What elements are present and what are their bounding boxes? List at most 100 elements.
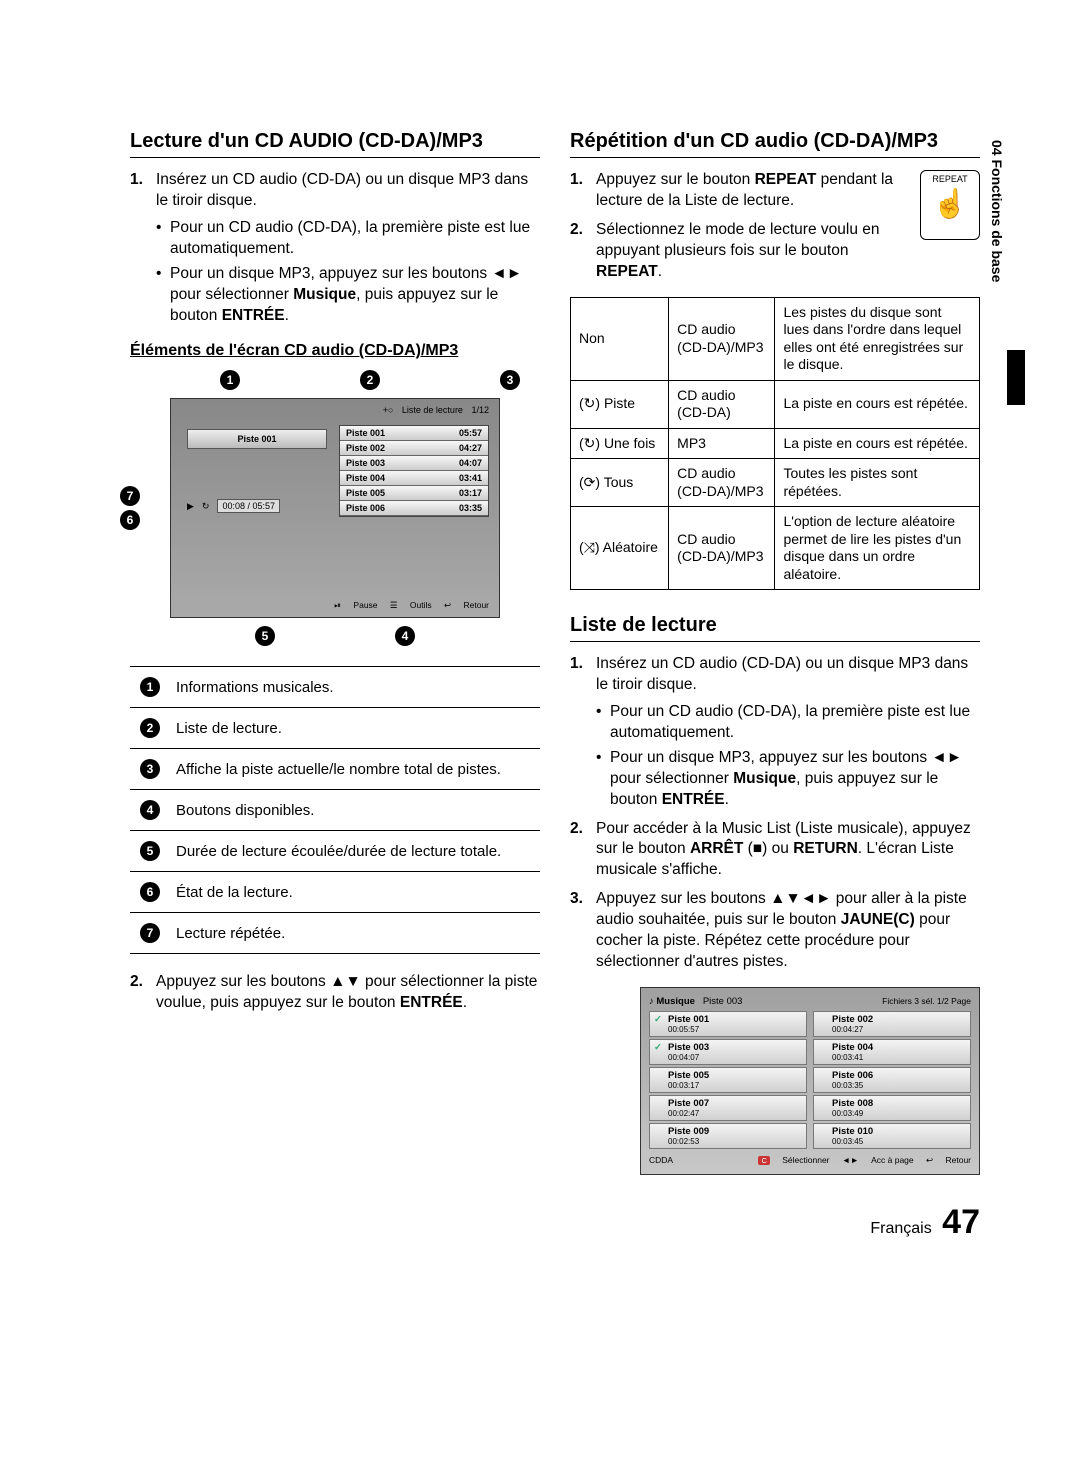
language-label: Français: [870, 1220, 931, 1237]
callout-3: 3: [500, 370, 520, 390]
bullet: Pour un disque MP3, appuyez sur les bout…: [156, 264, 540, 327]
music-list-mockup: ♪ Musique Piste 003 Fichiers 3 sél. 1/2 …: [640, 987, 980, 1175]
text: Retour: [945, 1155, 971, 1165]
file-count: Fichiers 3 sél. 1/2 Page: [882, 996, 971, 1007]
text: pour sélectionner: [170, 286, 293, 303]
screen2-header: ♪ Musique Piste 003 Fichiers 3 sél. 1/2 …: [649, 996, 971, 1007]
text: Liste de lecture: [402, 405, 463, 415]
right-step1: Appuyez sur le bouton REPEAT pendant la …: [570, 170, 980, 212]
disc-type: CDDA: [649, 1155, 673, 1166]
track-cell: Piste 00900:02:53: [649, 1123, 807, 1149]
track-list: Piste 00105:57Piste 00204:27Piste 00304:…: [339, 425, 489, 517]
left-column: Lecture d'un CD AUDIO (CD-DA)/MP3 Insére…: [130, 130, 540, 1175]
page-number: 47: [942, 1203, 980, 1241]
bold: ENTRÉE: [662, 791, 725, 808]
track-cell: Piste 00500:03:17: [649, 1067, 807, 1093]
cd-screen-mockup: +○ Liste de lecture 1/12 Piste 001 ▶ ↻ 0…: [170, 398, 500, 618]
text: Pour un disque MP3, appuyez sur les bout…: [610, 749, 931, 766]
side-tab: 04 Fonctions de base: [989, 140, 1005, 282]
arrows-icon: ▲▼◄►: [770, 889, 831, 910]
text: Sélectionnez le mode de lecture voulu en…: [596, 221, 880, 259]
bullet: Pour un CD audio (CD-DA), la première pi…: [156, 218, 540, 260]
black-tab: [1007, 350, 1025, 405]
return-hint: ↩ Retour: [444, 600, 489, 610]
left-step1: Insérez un CD audio (CD-DA) ou un disque…: [130, 170, 540, 326]
text: Insérez un CD audio (CD-DA) ou un disque…: [156, 171, 528, 209]
track-cell: Piste 01000:03:45: [813, 1123, 971, 1149]
callout-2: 2: [360, 370, 380, 390]
ll-step3: Appuyez sur les boutons ▲▼◄► pour aller …: [570, 889, 980, 973]
bold: REPEAT: [596, 263, 658, 280]
legend-row: 1Informations musicales.: [130, 667, 540, 708]
stop-icon: (■): [743, 840, 771, 857]
track-count: 1/12: [471, 405, 489, 415]
arrows-icon: ◄►: [931, 748, 962, 769]
track-cell: Piste 00700:02:47: [649, 1095, 807, 1121]
track-row: Piste 00603:35: [340, 501, 488, 516]
text: Pour un disque MP3, appuyez sur les bout…: [170, 265, 491, 282]
bold: REPEAT: [755, 171, 817, 188]
screen1-wrapper: 1 2 3 7 6 +○ Liste de lecture 1/12 Piste…: [130, 370, 540, 646]
left-heading: Lecture d'un CD AUDIO (CD-DA)/MP3: [130, 130, 540, 158]
bold: JAUNE(C): [841, 911, 915, 928]
pause-hint: ⏯ Pause: [334, 600, 377, 610]
repeat-row: (⤨) AléatoireCD audio (CD-DA)/MP3L'optio…: [571, 507, 980, 590]
right-heading: Répétition d'un CD audio (CD-DA)/MP3: [570, 130, 980, 158]
repeat-row: (↻) Une foisMP3La piste en cours est rép…: [571, 428, 980, 459]
track-cell: Piste 00300:04:07: [649, 1039, 807, 1065]
text: .: [463, 994, 467, 1011]
repeat-row: (⟳) TousCD audio (CD-DA)/MP3Toutes les p…: [571, 459, 980, 507]
left-step2: Appuyez sur les boutons ▲▼ pour sélectio…: [130, 972, 540, 1014]
text: Retour: [463, 600, 489, 610]
tools-hint: ☰ Outils: [390, 600, 432, 610]
ll-step2: Pour accéder à la Music List (Liste musi…: [570, 819, 980, 882]
track-cell: Piste 00600:03:35: [813, 1067, 971, 1093]
bullet: Pour un disque MP3, appuyez sur les bout…: [596, 748, 980, 811]
bold: ENTRÉE: [400, 994, 463, 1011]
playback-controls: ▶ ↻ 00:08 / 05:57: [187, 499, 327, 513]
text: Appuyez sur les boutons: [156, 973, 330, 990]
c-button-icon: C: [758, 1156, 769, 1165]
track-cell: Piste 00800:03:49: [813, 1095, 971, 1121]
callout-7: 7: [120, 486, 140, 506]
bullet: Pour un CD audio (CD-DA), la première pi…: [596, 702, 980, 744]
text: Appuyez sur le bouton: [596, 171, 755, 188]
elements-heading: Éléments de l'écran CD audio (CD-DA)/MP3: [130, 342, 540, 360]
callout-5: 5: [255, 626, 275, 646]
legend-row: 4Boutons disponibles.: [130, 790, 540, 831]
text: Sélectionner: [782, 1155, 829, 1165]
screen1-footer: ⏯ Pause ☰ Outils ↩ Retour: [324, 600, 489, 611]
ll-step1: Insérez un CD audio (CD-DA) ou un disque…: [570, 654, 980, 810]
bold: Musique: [733, 770, 796, 787]
callout-6: 6: [120, 510, 140, 530]
text: .: [658, 263, 662, 280]
legend-row: 2Liste de lecture.: [130, 708, 540, 749]
screen1-left: Piste 001 ▶ ↻ 00:08 / 05:57: [187, 429, 327, 513]
text: pour sélectionner: [610, 770, 733, 787]
track-row: Piste 00503:17: [340, 486, 488, 501]
track-row: Piste 00105:57: [340, 426, 488, 441]
repeat-row: NonCD audio (CD-DA)/MP3Les pistes du dis…: [571, 297, 980, 380]
text: Outils: [410, 600, 432, 610]
now-playing: Piste 001: [187, 429, 327, 449]
bold: RETURN: [793, 840, 858, 857]
text: Appuyez sur les boutons: [596, 890, 770, 907]
legend-row: 7Lecture répétée.: [130, 913, 540, 954]
text: Pause: [353, 600, 377, 610]
bold: Musique: [293, 286, 356, 303]
repeat-icon: ↻: [202, 501, 210, 512]
track-row: Piste 00304:07: [340, 456, 488, 471]
right-step2: Sélectionnez le mode de lecture voulu en…: [570, 220, 980, 283]
now-playing: Piste 003: [703, 996, 743, 1007]
text: Musique: [656, 996, 695, 1007]
callout-1: 1: [220, 370, 240, 390]
track-row: Piste 00403:41: [340, 471, 488, 486]
text: .: [725, 791, 729, 808]
track-cell: Piste 00400:03:41: [813, 1039, 971, 1065]
text: .: [285, 307, 289, 324]
legend-table: 1Informations musicales.2Liste de lectur…: [130, 666, 540, 954]
track-grid: Piste 00100:05:57Piste 00200:04:27Piste …: [649, 1011, 971, 1149]
arrows-icon: ◄►: [491, 264, 522, 285]
track-cell: Piste 00200:04:27: [813, 1011, 971, 1037]
track-row: Piste 00204:27: [340, 441, 488, 456]
